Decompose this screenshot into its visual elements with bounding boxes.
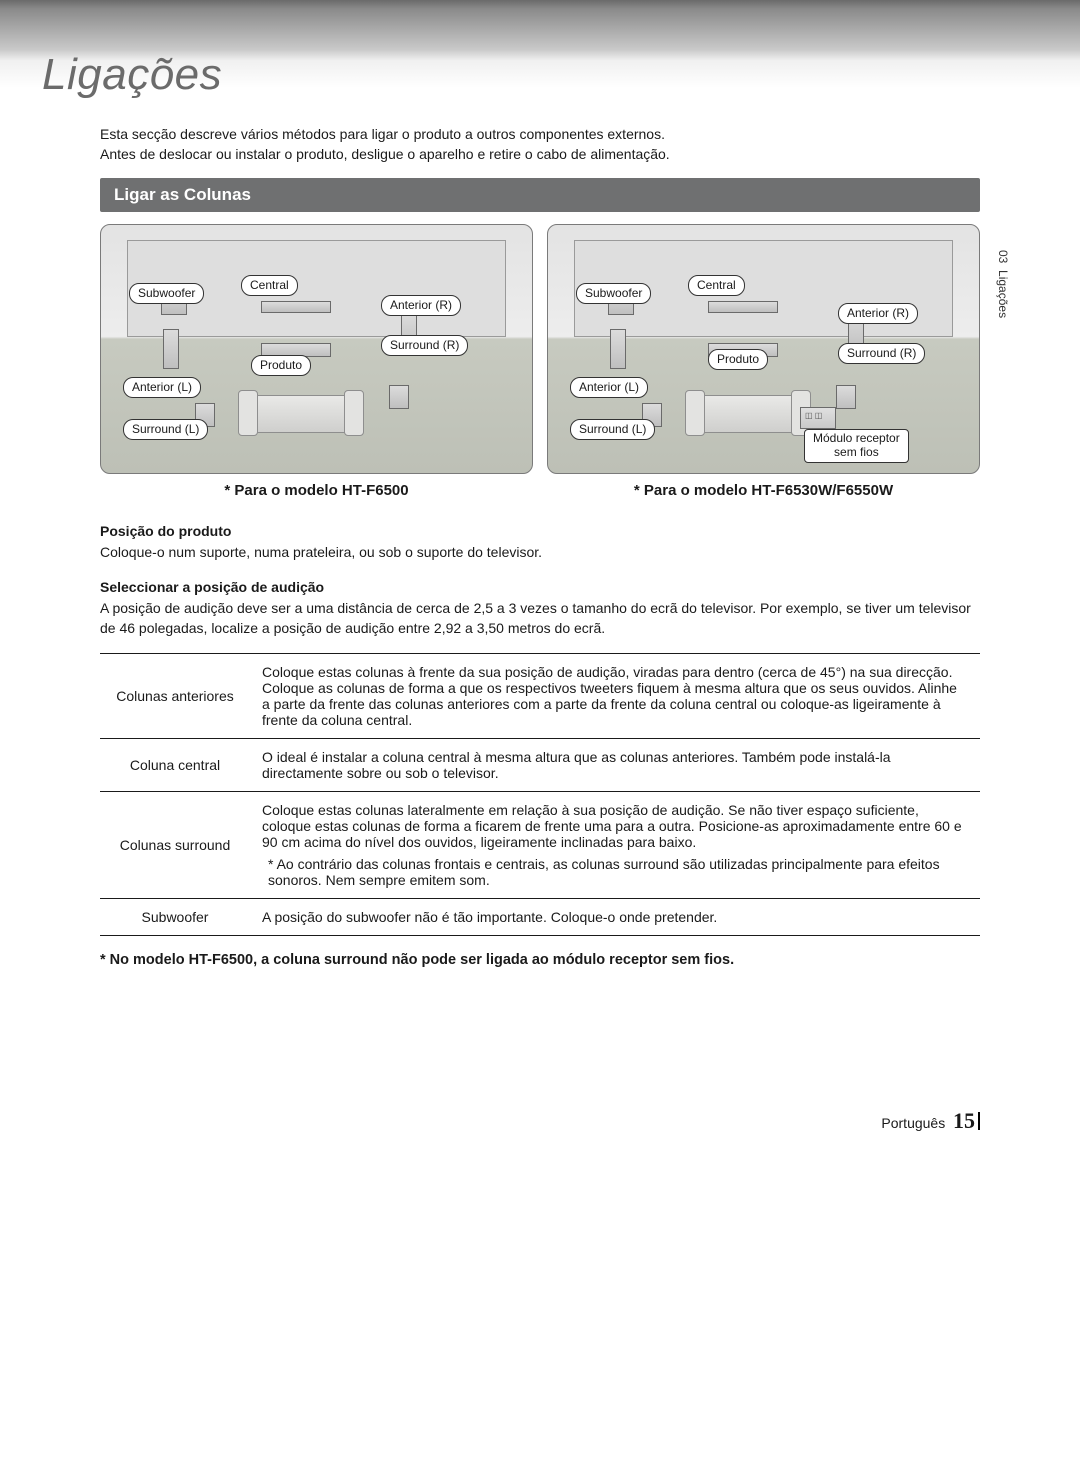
label-anterior-l: Anterior (L) [570, 377, 648, 397]
position-section: Posição do produto Coloque-o num suporte… [100, 521, 980, 563]
row-text-bullet: * Ao contrário das colunas frontais e ce… [262, 856, 968, 888]
table-row: Subwoofer A posição do subwoofer não é t… [100, 898, 980, 935]
speaker-placement-table: Colunas anteriores Coloque estas colunas… [100, 653, 980, 936]
label-wireless-receiver: Módulo receptor sem fios [804, 429, 909, 463]
diagram-row: Subwoofer Central Anterior (R) Surround … [100, 224, 980, 474]
side-tab-number: 03 [996, 250, 1010, 263]
footer-page-number: 15 [953, 1108, 975, 1133]
page-footer: Português 15 [100, 1108, 980, 1134]
label-central: Central [688, 275, 745, 295]
table-row: Colunas surround Coloque estas colunas l… [100, 791, 980, 898]
section-heading: Ligar as Colunas [100, 178, 980, 212]
footnote: * No modelo HT-F6500, a coluna surround … [100, 952, 980, 968]
row-label: Colunas anteriores [100, 653, 250, 738]
diagram-captions: * Para o modelo HT-F6500 * Para o modelo… [100, 482, 980, 499]
label-surround-l: Surround (L) [123, 419, 208, 439]
anterior-l-shape [610, 329, 626, 369]
row-label: Colunas surround [100, 791, 250, 898]
label-surround-r: Surround (R) [838, 343, 925, 363]
side-tab: 03 Ligações [996, 250, 1010, 318]
surround-r-shape [836, 385, 856, 409]
sofa-shape [241, 395, 361, 433]
row-label: Subwoofer [100, 898, 250, 935]
sofa-shape [688, 395, 808, 433]
label-subwoofer: Subwoofer [129, 283, 204, 303]
anterior-l-shape [163, 329, 179, 369]
caption-left: * Para o modelo HT-F6500 [100, 482, 533, 499]
label-produto: Produto [251, 355, 311, 375]
label-anterior-r: Anterior (R) [838, 303, 918, 323]
row-text: Coloque estas colunas à frente da sua po… [250, 653, 980, 738]
label-produto: Produto [708, 349, 768, 369]
diagram-ht-f6500: Subwoofer Central Anterior (R) Surround … [100, 224, 533, 474]
row-text: Coloque estas colunas lateralmente em re… [250, 791, 980, 898]
chapter-banner: Ligações [0, 0, 1080, 110]
position-text: Coloque-o num suporte, numa prateleira, … [100, 542, 980, 562]
footer-language: Português [881, 1115, 945, 1131]
audition-heading: Seleccionar a posição de audição [100, 577, 980, 597]
label-central: Central [241, 275, 298, 295]
footer-bar-icon [978, 1112, 980, 1130]
row-label: Coluna central [100, 738, 250, 791]
wireless-receiver-shape [800, 407, 836, 429]
label-surround-r: Surround (R) [381, 335, 468, 355]
audition-text: A posição de audição deve ser a uma dist… [100, 598, 980, 639]
caption-right: * Para o modelo HT-F6530W/F6550W [547, 482, 980, 499]
table-row: Colunas anteriores Coloque estas colunas… [100, 653, 980, 738]
label-anterior-l: Anterior (L) [123, 377, 201, 397]
row-text: A posição do subwoofer não é tão importa… [250, 898, 980, 935]
diagram-ht-f6530w: Subwoofer Central Anterior (R) Surround … [547, 224, 980, 474]
label-anterior-r: Anterior (R) [381, 295, 461, 315]
audition-section: Seleccionar a posição de audição A posiç… [100, 577, 980, 639]
intro-text: Esta secção descreve vários métodos para… [100, 125, 980, 164]
central-shape [261, 301, 331, 313]
surround-r-shape [389, 385, 409, 409]
intro-line-1: Esta secção descreve vários métodos para… [100, 126, 665, 142]
central-shape [708, 301, 778, 313]
row-text-main: Coloque estas colunas lateralmente em re… [262, 802, 962, 850]
row-text: O ideal é instalar a coluna central à me… [250, 738, 980, 791]
label-surround-l: Surround (L) [570, 419, 655, 439]
label-wireless-l1: Módulo receptor [813, 431, 900, 445]
chapter-title: Ligações [42, 50, 1080, 100]
position-heading: Posição do produto [100, 521, 980, 541]
intro-line-2: Antes de deslocar ou instalar o produto,… [100, 146, 670, 162]
side-tab-label: Ligações [996, 270, 1010, 318]
table-row: Coluna central O ideal é instalar a colu… [100, 738, 980, 791]
label-subwoofer: Subwoofer [576, 283, 651, 303]
label-wireless-l2: sem fios [834, 445, 879, 459]
